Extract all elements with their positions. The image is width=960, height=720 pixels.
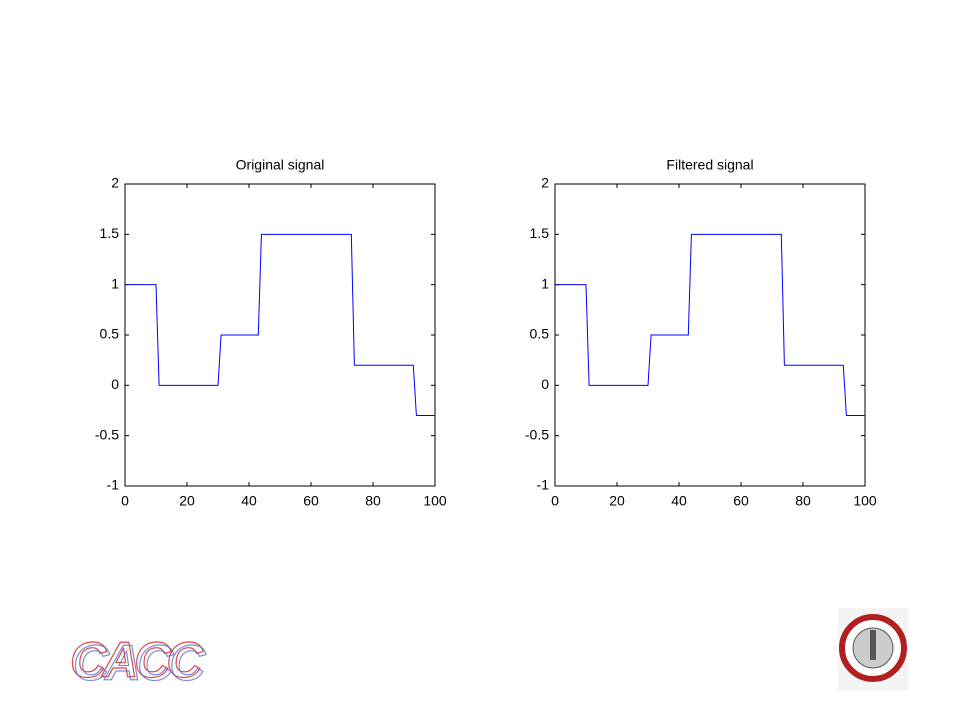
x-tick-label: 60 [303,493,319,509]
x-tick-label: 80 [365,493,381,509]
x-tick-label: 40 [671,493,687,509]
signal-line [555,233,865,417]
axes-box [554,183,866,487]
y-tick-label: -0.5 [95,426,119,442]
x-tick-label: 40 [241,493,257,509]
signal-line [125,233,435,417]
x-tick-label: 20 [179,493,195,509]
y-tick-label: 1.5 [530,225,550,241]
x-tick-label: 100 [423,493,447,509]
seal-tower [870,630,876,660]
x-tick-label: 60 [733,493,749,509]
y-tick-label: -1 [537,477,550,493]
x-tick-label: 20 [609,493,625,509]
x-tick-label: 100 [853,493,877,509]
y-tick-label: 2 [541,175,549,191]
y-tick-label: -0.5 [525,426,549,442]
y-tick-label: 0.5 [530,326,550,342]
y-tick-label: 1 [541,275,549,291]
logo-text: CACC [70,632,203,688]
y-tick-label: 0.5 [100,326,120,342]
chart-title: Filtered signal [666,157,753,173]
x-tick-label: 0 [551,493,559,509]
y-tick-label: 2 [111,175,119,191]
x-tick-label: 80 [795,493,811,509]
axes-box [124,183,436,487]
x-tick-label: 0 [121,493,129,509]
y-tick-label: 0 [541,376,549,392]
y-tick-label: -1 [107,477,120,493]
y-tick-label: 1.5 [100,225,120,241]
y-tick-label: 1 [111,275,119,291]
cacc-logo: CACC CACC [69,632,211,692]
logo-text-shadow: CACC [73,635,206,691]
seal [838,608,908,690]
chart-title: Original signal [236,157,325,173]
y-tick-label: 0 [111,376,119,392]
